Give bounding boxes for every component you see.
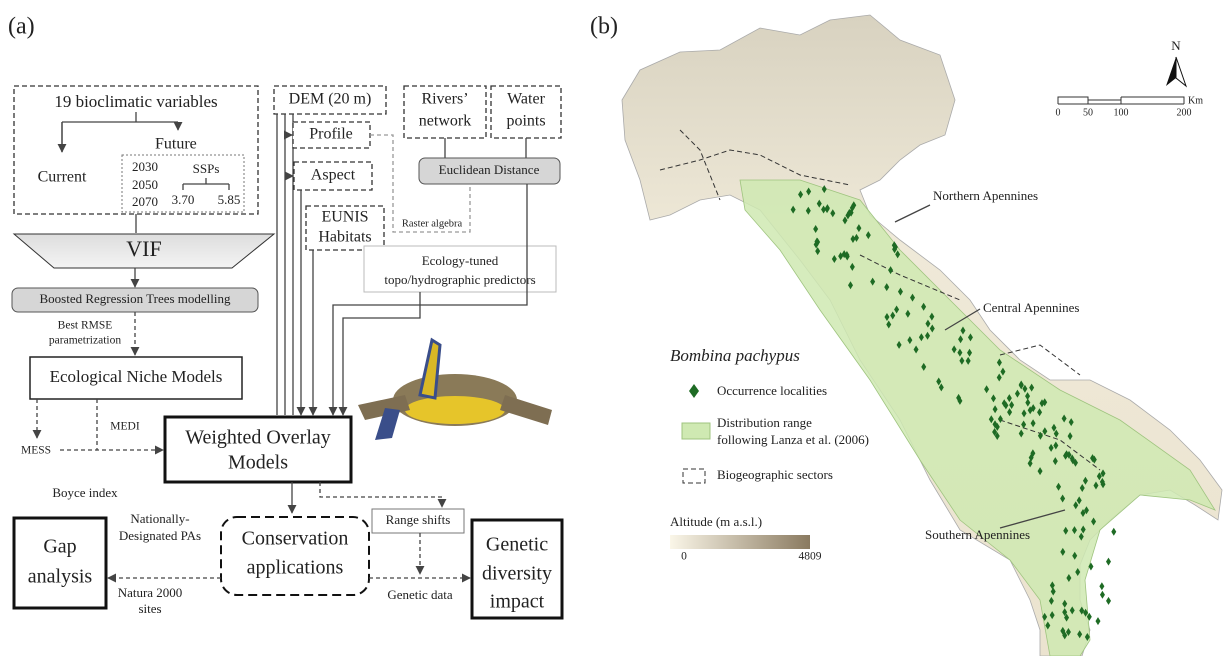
altitude-max: 4809 (799, 551, 822, 563)
eco-label: topo/hydrographic predictors (384, 272, 535, 287)
occurrence-point (1106, 558, 1111, 566)
region-label: Northern Apennines (933, 188, 1038, 203)
altitude-bar (670, 535, 810, 549)
connector (277, 114, 293, 415)
bioclim-title: 19 bioclimatic variables (54, 92, 217, 111)
ssps-label: SSPs (193, 161, 220, 176)
occurrence-point (1106, 597, 1111, 605)
genetic-label: impact (490, 591, 545, 613)
figure: (a) 19 bioclimatic variables Current Fut… (0, 0, 1231, 656)
note: Best RMSE (58, 320, 113, 332)
genetic-data-label: Genetic data (387, 587, 453, 602)
eunis-label: EUNIS (321, 209, 368, 226)
scale-label: 100 (1114, 107, 1129, 118)
panel-a: (a) 19 bioclimatic variables Current Fut… (8, 14, 562, 619)
water-label: points (506, 113, 545, 130)
vif-label: VIF (126, 236, 161, 261)
conservation-label: applications (247, 557, 344, 579)
water-label: Water (507, 91, 545, 108)
brt-label: Boosted Regression Trees modelling (39, 291, 231, 306)
wom-label: Weighted Overlay (185, 427, 331, 449)
legend-label: Occurrence localities (717, 383, 827, 398)
connector (445, 138, 526, 158)
altitude-title: Altitude (m a.s.l.) (670, 514, 762, 529)
euclid-label: Euclidean Distance (439, 162, 540, 177)
toad-illustration (358, 340, 552, 440)
current-label: Current (38, 169, 87, 186)
note: parametrization (49, 335, 121, 347)
raster-label: Raster algebra (402, 218, 463, 229)
leader-line (895, 205, 930, 222)
region-label: Southern Apennines (925, 527, 1030, 542)
region-label: Central Apennines (983, 300, 1079, 315)
genetic-label: Genetic (486, 534, 548, 556)
profile-label: Profile (309, 126, 353, 143)
occurrence-point (1100, 591, 1105, 599)
genetic-label: diversity (482, 563, 552, 585)
altitude-min: 0 (681, 551, 687, 563)
ssp-value: 3.70 (172, 192, 195, 207)
occurrence-point (1111, 528, 1116, 536)
legend-symbol (682, 423, 710, 439)
panel-label: (b) (590, 14, 618, 40)
gap-label: analysis (28, 566, 93, 588)
scale-label: 50 (1083, 107, 1093, 118)
eco-label: Ecology-tuned (422, 253, 499, 268)
year: 2050 (132, 177, 158, 192)
pas-label: Designated PAs (119, 528, 201, 543)
conservation-label: Conservation (242, 528, 349, 550)
year: 2070 (132, 194, 158, 209)
natura-label: Natura 2000 (118, 585, 183, 600)
gap-box (14, 518, 106, 608)
boyce-label: Boyce index (52, 485, 118, 500)
eunis-label: Habitats (318, 229, 371, 246)
legend-symbol (689, 384, 699, 398)
dem-label: DEM (20 m) (289, 91, 372, 108)
gap-label: Gap (43, 536, 76, 558)
scale-label: 0 (1056, 107, 1061, 118)
pas-label: Nationally- (130, 511, 189, 526)
legend-label: following Lanza et al. (2006) (717, 432, 869, 447)
range-shifts-label: Range shifts (386, 512, 451, 527)
arrow (320, 482, 442, 507)
scale-label: 200 (1177, 107, 1192, 118)
natura-label: sites (138, 601, 161, 616)
legend-symbol (683, 469, 705, 483)
legend-label: Distribution range (717, 415, 812, 430)
north-arrow (1176, 57, 1186, 86)
medi-label: MEDI (110, 421, 140, 433)
occurrence-point (1095, 617, 1100, 625)
future-label: Future (155, 136, 197, 153)
scale-bar (1058, 97, 1184, 104)
scale-unit: Km (1188, 95, 1203, 106)
occurrence-point (1099, 582, 1104, 590)
aspect-label: Aspect (311, 167, 356, 184)
panel-label: (a) (8, 14, 35, 40)
mess-label: MESS (21, 445, 51, 457)
legend-label: Biogeographic sectors (717, 467, 833, 482)
north-arrow (1166, 57, 1176, 86)
ssp-value: 5.85 (218, 192, 241, 207)
enm-label: Ecological Niche Models (50, 367, 223, 386)
rivers-label: Rivers’ (421, 91, 468, 108)
legend-title: Bombina pachypus (670, 346, 800, 365)
north-label: N (1171, 38, 1181, 53)
wom-label: Models (228, 452, 288, 474)
rivers-label: network (419, 113, 471, 130)
year: 2030 (132, 159, 158, 174)
panel-b: (b) Northern Apennines Central Apennines… (590, 14, 1222, 656)
